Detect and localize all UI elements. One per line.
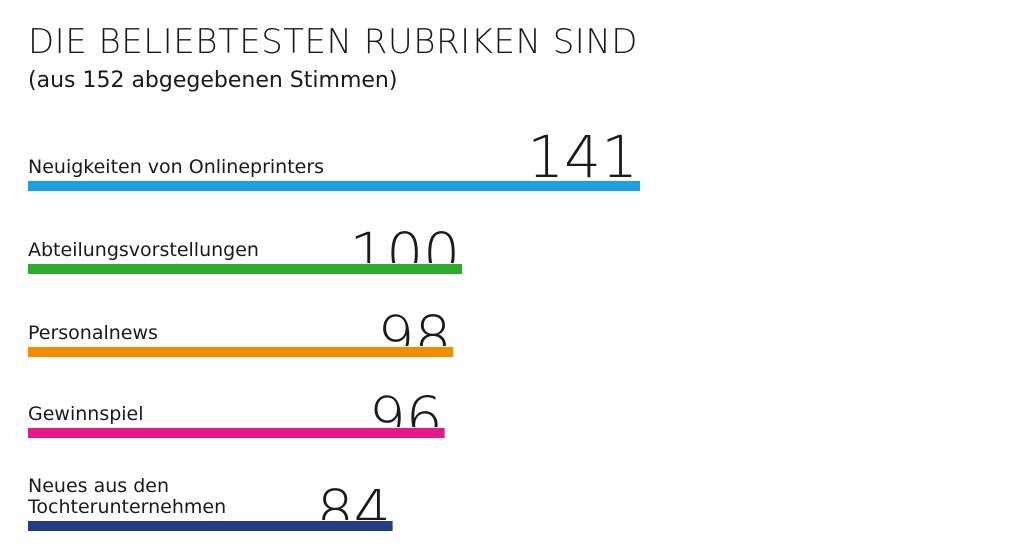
bar-4 [28,521,393,531]
category-label-2: Personalnews [28,322,158,344]
value-label-4: 84 [317,477,391,545]
category-label-line: Personalnews [28,322,158,344]
category-label-line: Neuigkeiten von Onlineprinters [28,156,324,178]
category-label-line: Tochterunternehmen [27,496,226,518]
category-label-line: Neues aus den [28,475,169,497]
chart-subtitle: (aus 152 abgegebenen Stimmen) [28,68,398,93]
category-label-0: Neuigkeiten von Onlineprinters [28,156,324,178]
category-label-3: Gewinnspiel [28,403,144,425]
value-label-2: 98 [378,303,452,371]
category-label-4: Neues aus den Tochterunternehmen [27,475,226,518]
category-label-line: Gewinnspiel [28,403,144,425]
bar-2 [28,347,454,357]
category-label-1: Abteilungsvorstellungen [28,239,259,261]
chart-title: DIE BELIEBTESTEN RUBRIKEN SIND [28,22,638,62]
value-label-0: 141 [527,123,638,191]
bar-1 [28,264,463,274]
value-label-3: 96 [369,384,443,452]
bars-layer: Neuigkeiten von Onlineprinters 141 Abteilu… [27,123,640,545]
value-label-1: 100 [349,220,460,288]
category-label-line: Abteilungsvorstellungen [28,239,259,261]
bar-0 [28,181,640,191]
bar-3 [28,428,445,438]
